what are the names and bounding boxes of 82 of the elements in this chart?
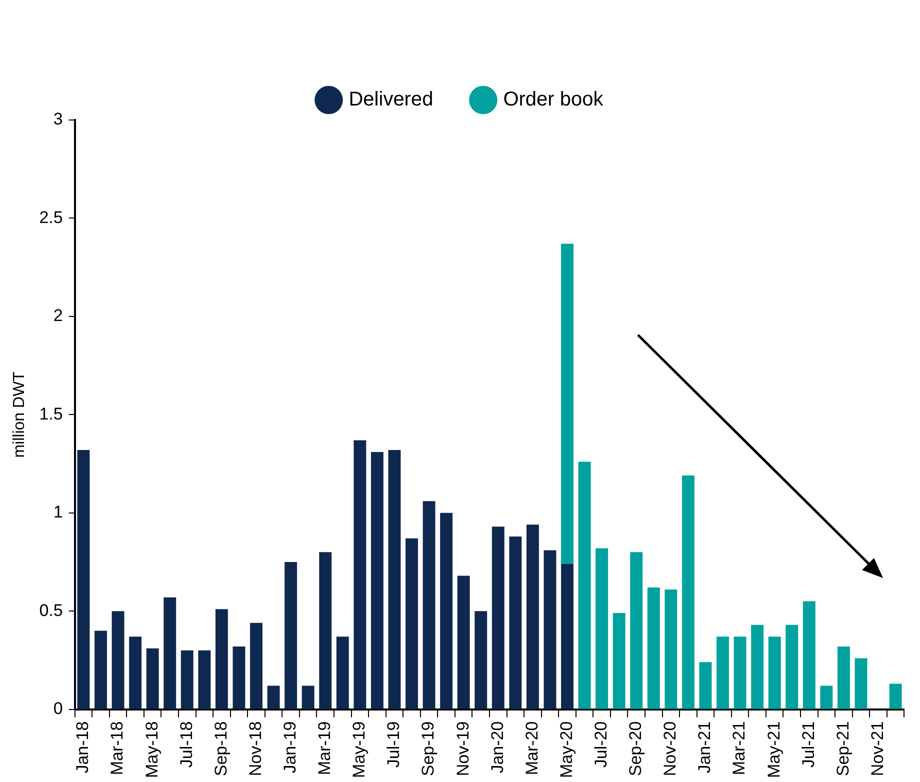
x-tick-label: Sep-18 (211, 721, 230, 776)
x-tick-label: Mar-18 (108, 721, 127, 776)
bar (889, 684, 902, 709)
bar (388, 450, 401, 709)
bar (302, 686, 314, 709)
bar (112, 611, 124, 709)
bar (596, 548, 608, 709)
bar (440, 512, 453, 709)
bar (406, 538, 418, 709)
bar (578, 462, 591, 709)
bar (267, 686, 280, 709)
legend-label: Delivered (348, 88, 434, 111)
x-tick-label: Jan-21 (695, 721, 714, 774)
bar (422, 501, 436, 709)
y-tick-label: 2 (53, 306, 63, 326)
bar (561, 244, 574, 564)
x-tick-label: May-20 (556, 721, 576, 778)
x-tick-label: Mar-20 (522, 721, 542, 776)
y-tick-label: 1.5 (39, 404, 63, 424)
bar (215, 609, 228, 709)
bar (526, 524, 539, 709)
bar (612, 613, 626, 709)
bar (164, 597, 176, 709)
bar (630, 552, 643, 709)
x-tick-label: Jul-18 (176, 721, 196, 768)
bar (820, 686, 833, 709)
y-tick-label: 0.5 (39, 600, 63, 620)
bar (734, 636, 746, 709)
bar (474, 611, 488, 709)
bar (544, 550, 556, 709)
x-tick-label: May-18 (142, 721, 162, 778)
bar (561, 564, 574, 709)
y-tick-label: 0 (53, 699, 63, 718)
x-tick-label: Nov-18 (246, 721, 265, 776)
bar (492, 526, 504, 709)
bar (664, 589, 678, 709)
x-tick-label: Sep-19 (418, 721, 438, 776)
x-tick-label: Jan-18 (73, 721, 92, 774)
bar (682, 476, 694, 709)
y-tick-label: 3 (53, 110, 63, 129)
x-tick-label: May-21 (764, 721, 784, 778)
y-tick-label: 1 (53, 502, 63, 522)
bar (786, 624, 798, 709)
x-tick-label: Jan-20 (488, 721, 507, 774)
bar (94, 630, 107, 709)
bar (509, 536, 522, 709)
x-tick-label: Mar-19 (315, 721, 334, 776)
x-tick-label: Nov-20 (660, 721, 680, 776)
bar (751, 624, 764, 709)
x-tick-label: Jul-21 (798, 721, 818, 768)
x-tick-label: Mar-21 (730, 721, 749, 776)
bar (768, 636, 781, 709)
x-tick-label: Sep-20 (626, 721, 646, 776)
x-tick-label: Jul-19 (384, 721, 404, 768)
y-tick-label: 2.5 (39, 208, 63, 227)
bar (699, 662, 712, 709)
bar (198, 650, 211, 709)
bar (838, 646, 850, 709)
bar (854, 658, 868, 709)
bar (336, 636, 349, 709)
x-tick-label: Nov-19 (453, 721, 472, 776)
bar (370, 452, 384, 709)
bar (180, 650, 194, 709)
y-axis-title: million DWT (11, 371, 28, 458)
bar (457, 576, 470, 709)
bar (77, 450, 90, 709)
bar (232, 646, 246, 709)
x-tick-label: Sep-21 (833, 721, 852, 776)
bar (129, 636, 142, 709)
bar (802, 601, 816, 709)
x-tick-label: Jul-20 (592, 721, 611, 768)
bar (284, 562, 298, 709)
bar (716, 636, 729, 709)
x-tick-label: Nov-21 (868, 721, 887, 776)
bar (146, 648, 159, 709)
legend-label: Order book (503, 88, 604, 111)
bar (647, 588, 660, 709)
bar (319, 552, 332, 709)
x-tick-label: Jan-19 (280, 721, 300, 774)
bar (354, 440, 366, 709)
x-tick-label: May-19 (350, 721, 369, 778)
bar (250, 622, 262, 709)
